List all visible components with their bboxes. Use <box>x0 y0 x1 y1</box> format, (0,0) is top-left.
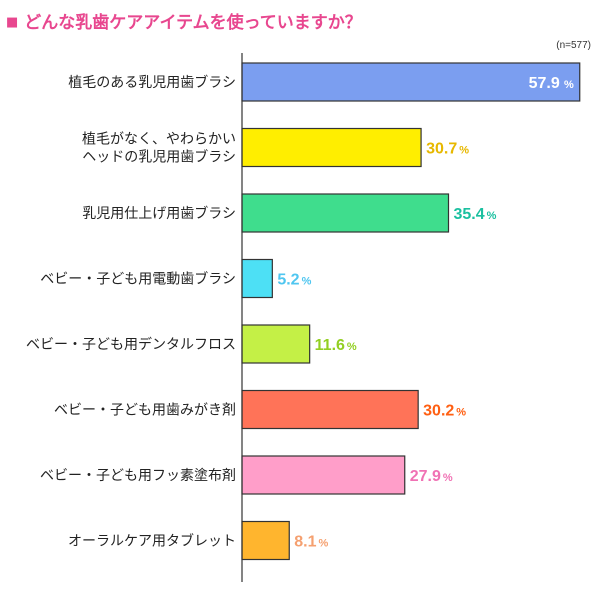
unit-label: % <box>456 407 466 419</box>
unit-label: % <box>319 538 329 550</box>
bar <box>241 62 581 102</box>
value-label: 35.4 <box>454 206 485 223</box>
bar <box>241 520 290 561</box>
category-label: ベビー・子ども用フッ素塗布剤 <box>40 467 236 484</box>
value-label: 11.6 <box>315 337 345 354</box>
bar <box>241 324 311 364</box>
bar <box>241 127 422 168</box>
unit-label: % <box>443 472 453 484</box>
bar <box>241 193 450 233</box>
bar <box>241 258 273 299</box>
bar <box>241 455 406 495</box>
chart-title: ■ どんな乳歯ケアアイテムを使っていますか？ <box>6 8 362 33</box>
unit-label: % <box>564 79 574 91</box>
value-label: 57.9 <box>529 75 560 92</box>
sample-size-note: (n=577) <box>556 40 591 51</box>
bar <box>241 389 419 430</box>
unit-label: % <box>302 276 312 288</box>
value-label: 5.2 <box>277 272 299 289</box>
value-label: 30.7 <box>426 141 457 158</box>
value-label: 8.1 <box>294 534 316 551</box>
category-label: ベビー・子ども用歯みがき剤 <box>54 403 236 419</box>
category-label: ベビー・子ども用電動歯ブラシ <box>40 271 236 288</box>
title-marker: ■ <box>6 15 19 30</box>
category-label: ヘッドの乳児用歯ブラシ <box>82 149 236 166</box>
category-label: 乳児用仕上げ用歯ブラシ <box>82 205 236 222</box>
unit-label: % <box>487 210 497 222</box>
value-label: 30.2 <box>423 403 454 420</box>
unit-label: % <box>459 145 469 157</box>
category-label: ベビー・子ども用デンタルフロス <box>26 336 236 353</box>
chart-title-text: どんな乳歯ケアアイテムを使っていますか？ <box>24 13 362 33</box>
category-label: 植毛のある乳児用歯ブラシ <box>68 74 236 91</box>
category-label: オーラルケア用タブレット <box>68 533 236 550</box>
unit-label: % <box>347 341 357 353</box>
value-label: 27.9 <box>410 468 441 485</box>
category-label: 植毛がなく、やわらかい <box>82 132 236 148</box>
